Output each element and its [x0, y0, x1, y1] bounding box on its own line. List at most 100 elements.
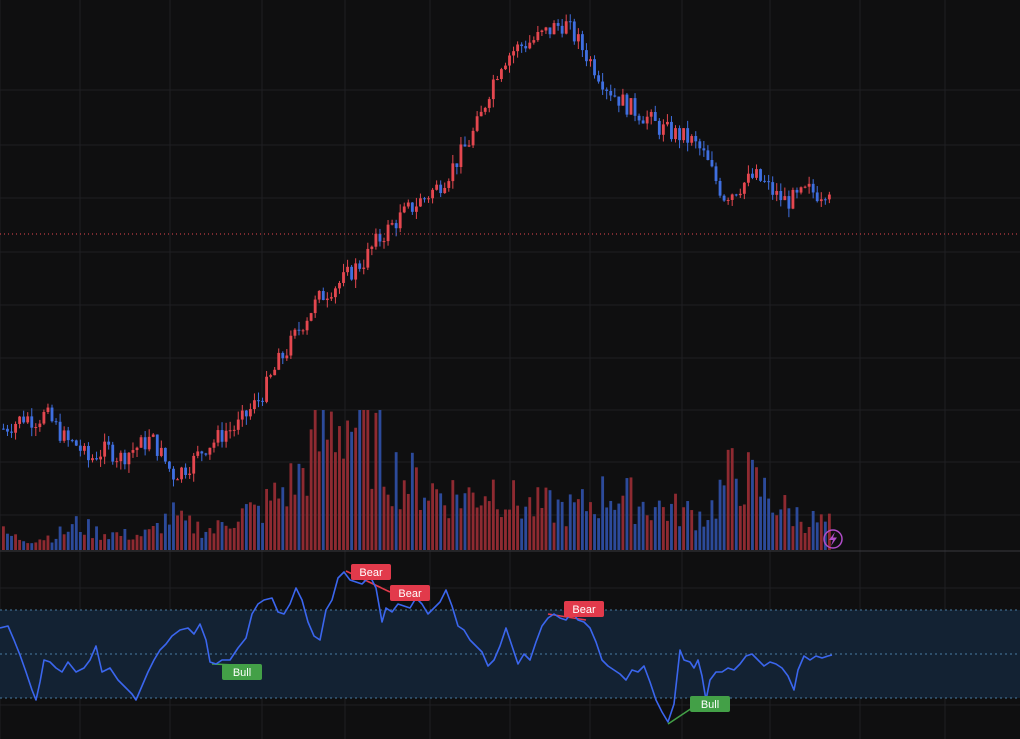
divergence-badge-bear: Bear [564, 601, 604, 617]
volume-bar [70, 524, 74, 550]
volume-bar [386, 494, 390, 550]
candle-body [78, 445, 82, 451]
volume-bar [42, 540, 46, 550]
volume-bar [208, 528, 212, 550]
candle-body [763, 180, 767, 182]
candle-body [564, 21, 568, 34]
candle-body [99, 456, 103, 460]
price-pane[interactable] [0, 14, 1020, 550]
candle-body [483, 107, 487, 112]
candle-body [609, 90, 613, 96]
volume-bar [350, 431, 354, 550]
volume-bar [746, 452, 750, 550]
volume-bar [253, 504, 256, 550]
candle-body [62, 430, 66, 441]
candle-body [273, 369, 277, 376]
candle-body [220, 430, 224, 442]
candle-body [172, 468, 175, 480]
volume-bar [524, 506, 528, 550]
volume-bar [528, 497, 532, 550]
volume-bar [540, 507, 544, 550]
volume-bar [115, 532, 119, 550]
volume-bar [714, 518, 718, 550]
volume-bar [633, 524, 637, 550]
volume-bar [200, 537, 204, 550]
volume-bar [95, 526, 98, 550]
volume-bar [799, 521, 803, 550]
candle-body [42, 412, 46, 424]
volume-bar [277, 498, 281, 550]
rsi-pane[interactable]: Bear Bear Bear Bull Bull [0, 564, 1020, 725]
volume-bar [285, 506, 289, 550]
candle-body [475, 116, 479, 131]
volume-bar [767, 498, 771, 550]
candle-body [629, 98, 633, 115]
volume-bar [483, 496, 487, 550]
volume-bar [423, 497, 426, 550]
candle-body [159, 447, 163, 456]
volume-bar [625, 478, 629, 550]
volume-bar [313, 410, 317, 550]
volume-bar [78, 531, 82, 550]
candle-body [755, 169, 758, 178]
candle-body [682, 128, 686, 141]
candle-body [593, 59, 596, 76]
volume-bar [706, 520, 710, 550]
candle-body [22, 416, 26, 423]
volume-bar [649, 520, 653, 550]
candle-body [649, 112, 653, 117]
volume-bar [759, 496, 762, 550]
candle-body [155, 434, 159, 456]
candle-body [50, 407, 54, 422]
candle-body [410, 202, 414, 212]
volume-bar [504, 509, 507, 550]
volume-bar [431, 483, 435, 550]
volume-bar [338, 426, 341, 550]
volume-bar [645, 515, 649, 550]
volume-bar [329, 411, 333, 550]
candle-body [338, 282, 341, 289]
volume-bar [572, 502, 576, 550]
volume-bar [362, 410, 366, 550]
candle-body [613, 95, 617, 97]
volume-bar [46, 535, 50, 550]
volume-bar [358, 410, 362, 550]
volume-bar [435, 489, 439, 550]
candle-body [508, 55, 511, 66]
candle-body [285, 355, 289, 359]
candle-body [313, 299, 317, 314]
volume-bar [123, 528, 127, 550]
alert-lightning-icon-button[interactable] [823, 529, 843, 549]
volume-bar [593, 514, 596, 550]
candle-body [605, 89, 609, 91]
volume-bar [666, 520, 669, 550]
volume-bar [188, 515, 192, 550]
volume-bar [269, 500, 273, 550]
candle-body [742, 182, 746, 194]
candle-body [775, 191, 779, 195]
volume-bar [151, 526, 155, 550]
volume-bar [609, 500, 613, 550]
candle-body [791, 189, 795, 209]
candle-body [710, 159, 714, 167]
badge-label: Bull [233, 667, 251, 679]
candle-body [321, 291, 325, 301]
candle-body [783, 196, 787, 201]
volume-bar [686, 501, 690, 550]
volume-bar [580, 489, 584, 550]
candle-body [738, 193, 742, 196]
volume-bar [321, 410, 325, 550]
candle-body [645, 116, 649, 124]
candle-body [746, 173, 750, 183]
candle-body [431, 189, 435, 199]
volume-bar [159, 533, 163, 550]
volume-bar [439, 493, 443, 550]
candle-body [370, 246, 374, 249]
candle-body [38, 423, 42, 428]
candle-body [228, 430, 232, 432]
volume-bar [815, 522, 819, 550]
volume-bar [228, 528, 232, 550]
volume-bar [698, 511, 702, 550]
volume-bar [564, 526, 568, 550]
